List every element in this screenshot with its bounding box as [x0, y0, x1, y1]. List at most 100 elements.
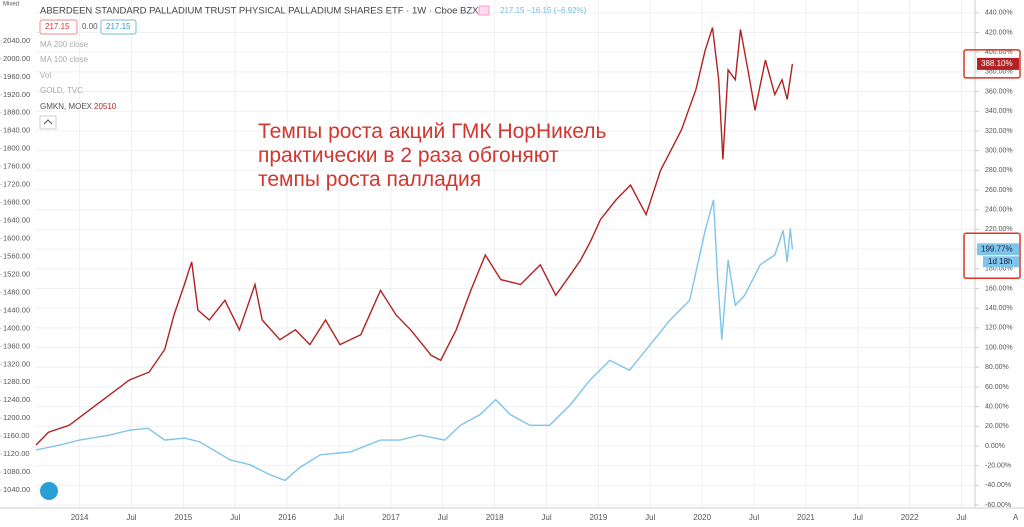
y-tick-label: 1200.00 [3, 413, 30, 422]
y2-tick-label: 300.00% [985, 147, 1013, 154]
y2-tick-label: 340.00% [985, 108, 1013, 115]
y-tick-label: 1080.00 [3, 467, 30, 476]
y2-tick-label: 360.00% [985, 88, 1013, 95]
y-tick-label: 1160.00 [3, 431, 30, 440]
y-tick-label: 1920.00 [3, 90, 30, 99]
x-tick-label: Jul [126, 513, 136, 522]
ohlc-label: 0.00 [82, 22, 98, 31]
annotation: практически в 2 раза обгоняют [258, 144, 559, 167]
y2-tick-label: 100.00% [985, 344, 1013, 351]
y-tick-label: 1280.00 [3, 377, 30, 386]
y2-tick-label: 40.00% [985, 403, 1009, 410]
y2-tick-label: 400.00% [985, 49, 1013, 56]
x-tick-label: 2020 [693, 513, 711, 522]
logo[interactable] [40, 482, 58, 500]
collapse-icon [43, 119, 53, 125]
indicator[interactable]: Vol [40, 71, 51, 80]
y2-tick-label: 20.00% [985, 423, 1009, 430]
scale-mode: Mixed [3, 2, 19, 8]
y2-tick-label: 80.00% [985, 364, 1009, 371]
y-tick-label: 1560.00 [3, 251, 30, 260]
x-tick-label: Jul [334, 513, 344, 522]
legend-value: 20510 [94, 102, 117, 111]
ohlc-label: 217.15 [45, 22, 70, 31]
x-tick-label: 2017 [382, 513, 400, 522]
y2-tick-label: 180.00% [985, 266, 1013, 273]
last-value-label: 199.77% [981, 244, 1013, 253]
x-tick-label: Jul [749, 513, 759, 522]
annotation: темпы роста палладия [258, 168, 481, 191]
y-tick-label: 1880.00 [3, 108, 30, 117]
ohlc-box [39, 19, 78, 35]
last-value-box [977, 57, 1019, 70]
y2-tick-label: 160.00% [985, 285, 1013, 292]
y-tick-label: 1440.00 [3, 305, 30, 314]
last-value-label: 388.10% [981, 59, 1013, 68]
y-tick-label: 2000.00 [3, 54, 30, 63]
last-value-box [977, 243, 1019, 256]
indicator[interactable]: MA 200 close [40, 40, 89, 49]
y2-tick-label: 380.00% [985, 69, 1013, 76]
ohlc-label: 217.15 [106, 22, 131, 31]
y2-tick-label: 0.00% [985, 443, 1005, 450]
x-tick-label: Jul [541, 513, 551, 522]
y-tick-label: 1640.00 [3, 216, 30, 225]
y2-tick-label: 320.00% [985, 128, 1013, 135]
y2-tick-label: 60.00% [985, 384, 1009, 391]
y-tick-label: 1360.00 [3, 341, 30, 350]
x-tick-label: 2015 [174, 513, 192, 522]
ohlc-box [100, 19, 137, 35]
chart-title: ABERDEEN STANDARD PALLADIUM TRUST PHYSIC… [40, 6, 479, 17]
legend-series[interactable]: GMKN, MOEX [40, 102, 93, 111]
highlight-box [963, 49, 1021, 79]
y-tick-label: 1120.00 [3, 449, 30, 458]
y-tick-label: 1720.00 [3, 180, 30, 189]
y2-tick-label: 220.00% [985, 226, 1013, 233]
indicator[interactable]: GOLD, TVC [40, 86, 83, 95]
y2-tick-label: -60.00% [985, 502, 1011, 509]
y-tick-label: 1320.00 [3, 359, 30, 368]
y-tick-label: 2040.00 [3, 36, 30, 45]
y-tick-label: 1480.00 [3, 287, 30, 296]
y2-tick-label: 140.00% [985, 305, 1013, 312]
indicator[interactable]: MA 100 close [40, 55, 89, 64]
y2-tick-label: -20.00% [985, 463, 1011, 470]
y-tick-label: 1400.00 [3, 323, 30, 332]
collapse-button[interactable] [39, 115, 57, 130]
y2-tick-label: 440.00% [985, 10, 1013, 17]
countdown-label: 1d 18h [988, 257, 1012, 266]
highlight-box [963, 232, 1021, 280]
y-tick-label: 1680.00 [3, 198, 30, 207]
annotation: Темпы роста акций ГМК НорНикель [258, 120, 607, 143]
x-tick-label: Jul [230, 513, 240, 522]
x-tick-label: 2019 [589, 513, 607, 522]
series-line [35, 27, 794, 446]
y-tick-label: 1040.00 [3, 485, 30, 494]
y-tick-label: 1800.00 [3, 144, 30, 153]
y-tick-label: 1840.00 [3, 126, 30, 135]
auto-button[interactable]: A [1013, 513, 1019, 522]
y2-tick-label: 260.00% [985, 187, 1013, 194]
y2-tick-label: 120.00% [985, 325, 1013, 332]
x-tick-label: 2022 [901, 513, 919, 522]
quote: 217.15 −16.15 (−6.92%) [500, 6, 587, 15]
y2-tick-label: -40.00% [985, 482, 1011, 489]
y-tick-label: 1600.00 [3, 233, 30, 242]
x-tick-label: Jul [438, 513, 448, 522]
x-tick-label: 2018 [486, 513, 504, 522]
y2-tick-label: 280.00% [985, 167, 1013, 174]
y-tick-label: 1760.00 [3, 162, 30, 171]
y-tick-label: 1240.00 [3, 395, 30, 404]
countdown-box [983, 256, 1019, 268]
y-tick-label: 1520.00 [3, 269, 30, 278]
y-tick-label: 1960.00 [3, 72, 30, 81]
series-line [35, 199, 794, 482]
x-tick-label: 2014 [71, 513, 89, 522]
flag-icon[interactable] [478, 5, 490, 16]
y2-tick-label: 240.00% [985, 207, 1013, 214]
x-tick-label: Jul [853, 513, 863, 522]
x-tick-label: 2021 [797, 513, 815, 522]
x-tick-label: Jul [956, 513, 966, 522]
